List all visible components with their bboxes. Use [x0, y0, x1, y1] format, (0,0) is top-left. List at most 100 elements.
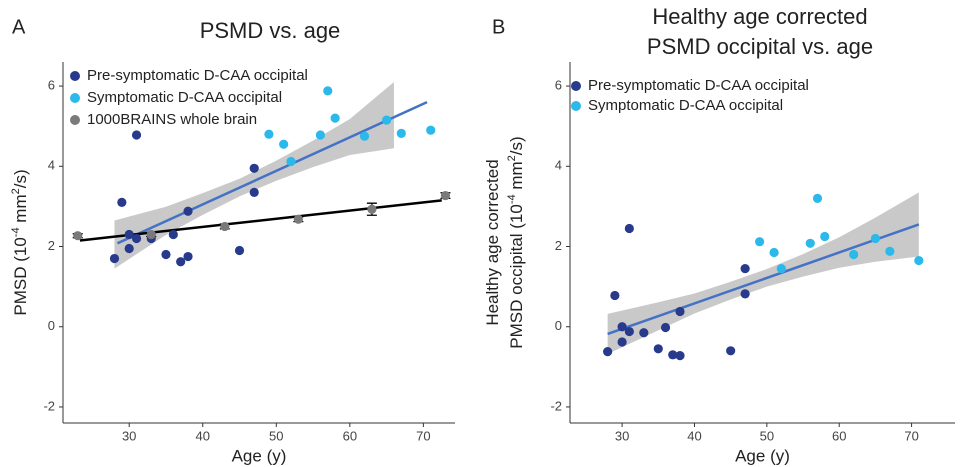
chart-title: PSMD vs. age: [200, 18, 341, 43]
legend-label: 1000BRAINS whole brain: [87, 111, 257, 128]
data-point: [131, 130, 142, 140]
superscript: 2: [10, 188, 22, 194]
x-tick-label: 50: [760, 428, 774, 443]
data-point: [769, 247, 779, 258]
data-point: [660, 322, 671, 333]
label-part: /s): [11, 169, 30, 188]
data-point: [124, 243, 134, 254]
data-point: [264, 129, 274, 139]
data-point: [109, 253, 120, 264]
x-tick-label: 70: [416, 428, 430, 443]
legend-label: Pre-symptomatic D-CAA occipital: [588, 77, 809, 94]
y-tick-label: 4: [48, 158, 55, 173]
data-point: [812, 193, 823, 203]
data-point: [124, 229, 134, 240]
data-point: [914, 255, 924, 266]
data-point: [183, 251, 193, 262]
data-point: [617, 322, 627, 332]
data-point: [849, 249, 859, 260]
y-axis-label: PMSD (10-4 mm2/s): [10, 169, 31, 315]
confidence-band: [607, 192, 919, 355]
data-point: [323, 86, 333, 96]
x-axis-label: Age (y): [735, 446, 790, 465]
data-point: [330, 113, 340, 123]
label-part: mm: [507, 161, 526, 194]
data-point: [675, 351, 685, 361]
legend-label: Symptomatic D-CAA occipital: [588, 97, 783, 114]
data-point: [740, 289, 750, 299]
data-point: [740, 263, 750, 274]
data-point: [293, 214, 303, 224]
panel-label: A: [12, 16, 26, 38]
label-part: Healthy age corrected: [483, 159, 502, 325]
fit-line: [79, 199, 442, 242]
data-point: [610, 290, 620, 301]
data-point: [624, 223, 634, 234]
legend-marker: [70, 115, 80, 125]
label-part: PMSD (10: [11, 237, 30, 315]
data-point: [426, 125, 436, 135]
y-tick-label: 6: [48, 78, 55, 93]
superscript: -4: [10, 227, 22, 237]
data-point: [183, 206, 193, 216]
legend-marker: [571, 81, 581, 91]
x-tick-label: 30: [615, 428, 629, 443]
data-point: [315, 130, 326, 140]
x-tick-label: 30: [122, 428, 136, 443]
data-point: [668, 350, 678, 360]
superscript: -4: [506, 194, 518, 204]
data-point: [117, 197, 127, 207]
legend-label: Symptomatic D-CAA occipital: [87, 89, 282, 106]
y-tick-label: 4: [555, 158, 562, 173]
data-point: [653, 344, 663, 354]
chart-title: Healthy age corrected: [652, 4, 867, 29]
data-point: [131, 233, 142, 244]
y-tick-label: -2: [550, 398, 562, 413]
data-point: [870, 233, 880, 244]
data-point: [249, 187, 259, 197]
y-tick-label: 6: [555, 78, 562, 93]
data-point: [726, 346, 736, 356]
label-part: mm: [11, 194, 30, 227]
y-tick-label: 2: [48, 238, 55, 253]
y-axis-label: PMSD occipital (10-4 mm2/s): [506, 136, 527, 348]
data-point: [176, 257, 186, 267]
x-axis-label: Age (y): [232, 446, 287, 465]
x-tick-label: 60: [832, 428, 846, 443]
legend-marker: [70, 71, 80, 81]
data-point: [440, 190, 451, 201]
data-point: [220, 221, 230, 232]
x-tick-label: 70: [904, 428, 918, 443]
data-point: [234, 245, 245, 256]
data-point: [359, 131, 370, 141]
data-point: [168, 229, 178, 240]
data-point: [624, 326, 634, 337]
data-point: [249, 163, 259, 173]
data-point: [367, 204, 377, 214]
data-point: [73, 231, 83, 241]
data-point: [820, 231, 830, 242]
y-tick-label: 0: [555, 318, 562, 333]
legend-marker: [571, 101, 581, 111]
y-tick-label: -2: [43, 398, 55, 413]
fit-line: [607, 223, 920, 336]
legend-label: Pre-symptomatic D-CAA occipital: [87, 67, 308, 84]
y-tick-label: 0: [48, 318, 55, 333]
chart-title: PSMD occipital vs. age: [647, 34, 873, 59]
data-point: [382, 115, 392, 125]
data-point: [161, 249, 171, 260]
data-point: [286, 156, 296, 167]
data-point: [885, 246, 895, 256]
data-point: [146, 229, 156, 240]
legend-marker: [70, 93, 80, 103]
x-tick-label: 60: [343, 428, 357, 443]
data-point: [755, 237, 765, 247]
confidence-band: [114, 82, 394, 269]
data-point: [279, 139, 289, 149]
x-tick-label: 50: [269, 428, 283, 443]
data-point: [776, 263, 786, 274]
data-point: [639, 328, 649, 338]
fit-line: [116, 100, 428, 245]
y-axis-label: Healthy age corrected: [483, 159, 502, 325]
